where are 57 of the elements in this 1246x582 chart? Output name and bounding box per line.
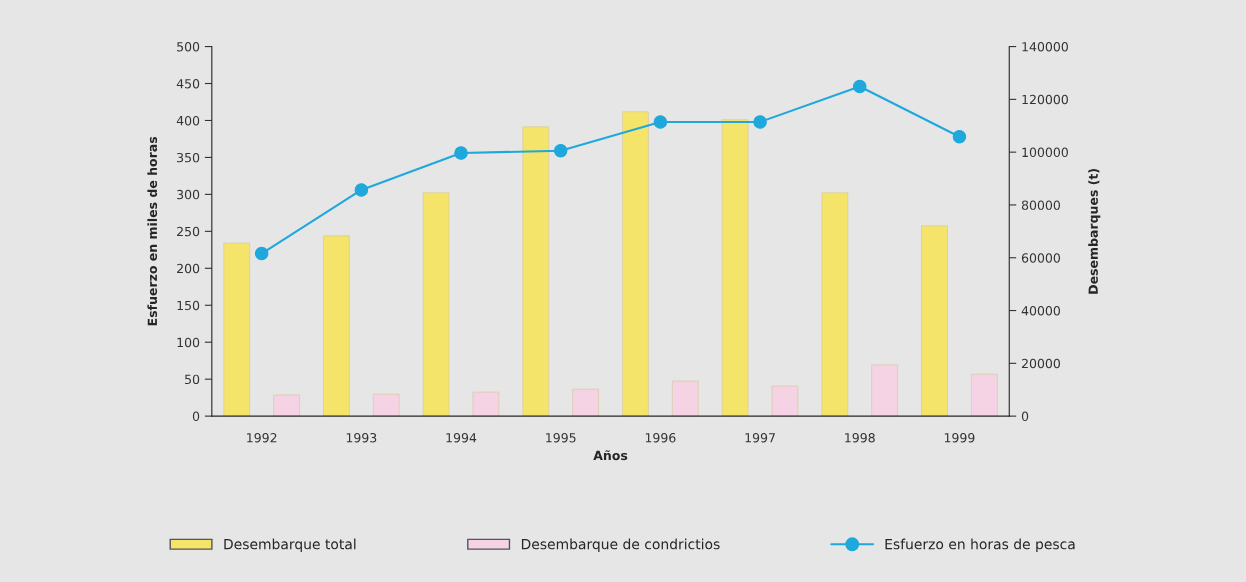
x-tick-label: 1997 (745, 433, 775, 443)
point (753, 115, 767, 129)
bar (323, 235, 350, 417)
x-tick-label: 1994 (446, 433, 477, 443)
bar (372, 393, 400, 417)
y-tick-label: 200 (177, 263, 200, 274)
bar (273, 394, 300, 417)
x-tick-label: 1992 (247, 433, 277, 443)
bar (422, 192, 450, 417)
bar (472, 391, 500, 417)
x-tick-label: 1998 (845, 433, 875, 443)
point (254, 246, 269, 261)
y2-tick-label: 60000 (1021, 253, 1060, 263)
y2-tick-label: 20000 (1021, 358, 1060, 369)
y-tick-label: 150 (177, 300, 200, 311)
y2-tick-label: 100000 (1022, 147, 1068, 158)
bar (721, 119, 749, 417)
y2-tick-label: 40000 (1021, 306, 1060, 316)
bar (223, 242, 251, 417)
point (354, 183, 369, 197)
y-tick-label: 300 (177, 189, 200, 200)
y-tick-label: 350 (177, 152, 200, 163)
y-tick-label: 450 (176, 78, 200, 89)
bar (971, 373, 998, 417)
bar (871, 364, 898, 417)
point (454, 146, 468, 160)
bar (821, 192, 849, 417)
bar (572, 388, 599, 417)
bar (522, 126, 550, 417)
y-tick-label: 400 (176, 115, 200, 126)
y-tick-label: 0 (192, 411, 200, 422)
y-tick-label: 100 (177, 337, 200, 348)
bar (671, 380, 699, 417)
legend-label: Desembarque total (224, 538, 356, 553)
y-tick-label: 250 (177, 226, 200, 237)
bar (622, 111, 649, 417)
y-tick-label: 50 (185, 374, 200, 385)
x-tick-label: 1999 (944, 433, 975, 443)
legend-label: Esfuerzo en horas de pesca (885, 538, 1075, 553)
y2-axis-title: Desembarques (t) (1088, 168, 1101, 294)
bar (771, 385, 799, 417)
point (653, 115, 668, 129)
bar (921, 225, 948, 417)
y2-tick-label: 80000 (1021, 200, 1060, 210)
y-tick-label: 500 (177, 42, 200, 52)
point (852, 79, 867, 94)
x-tick-label: 1993 (346, 433, 377, 443)
point (553, 144, 568, 158)
point (952, 129, 967, 144)
x-tick-label: 1996 (645, 433, 676, 443)
y2-tick-label: 0 (1021, 411, 1029, 422)
y-axis-title: Esfuerzo en miles de horas (147, 136, 158, 326)
legend-label: Desembarque de condrictios (521, 538, 720, 553)
x-tick-label: 1995 (546, 433, 576, 443)
y2-tick-label: 140000 (1022, 42, 1068, 52)
y2-tick-label: 120000 (1022, 94, 1068, 105)
x-axis-title: Años (593, 450, 628, 461)
